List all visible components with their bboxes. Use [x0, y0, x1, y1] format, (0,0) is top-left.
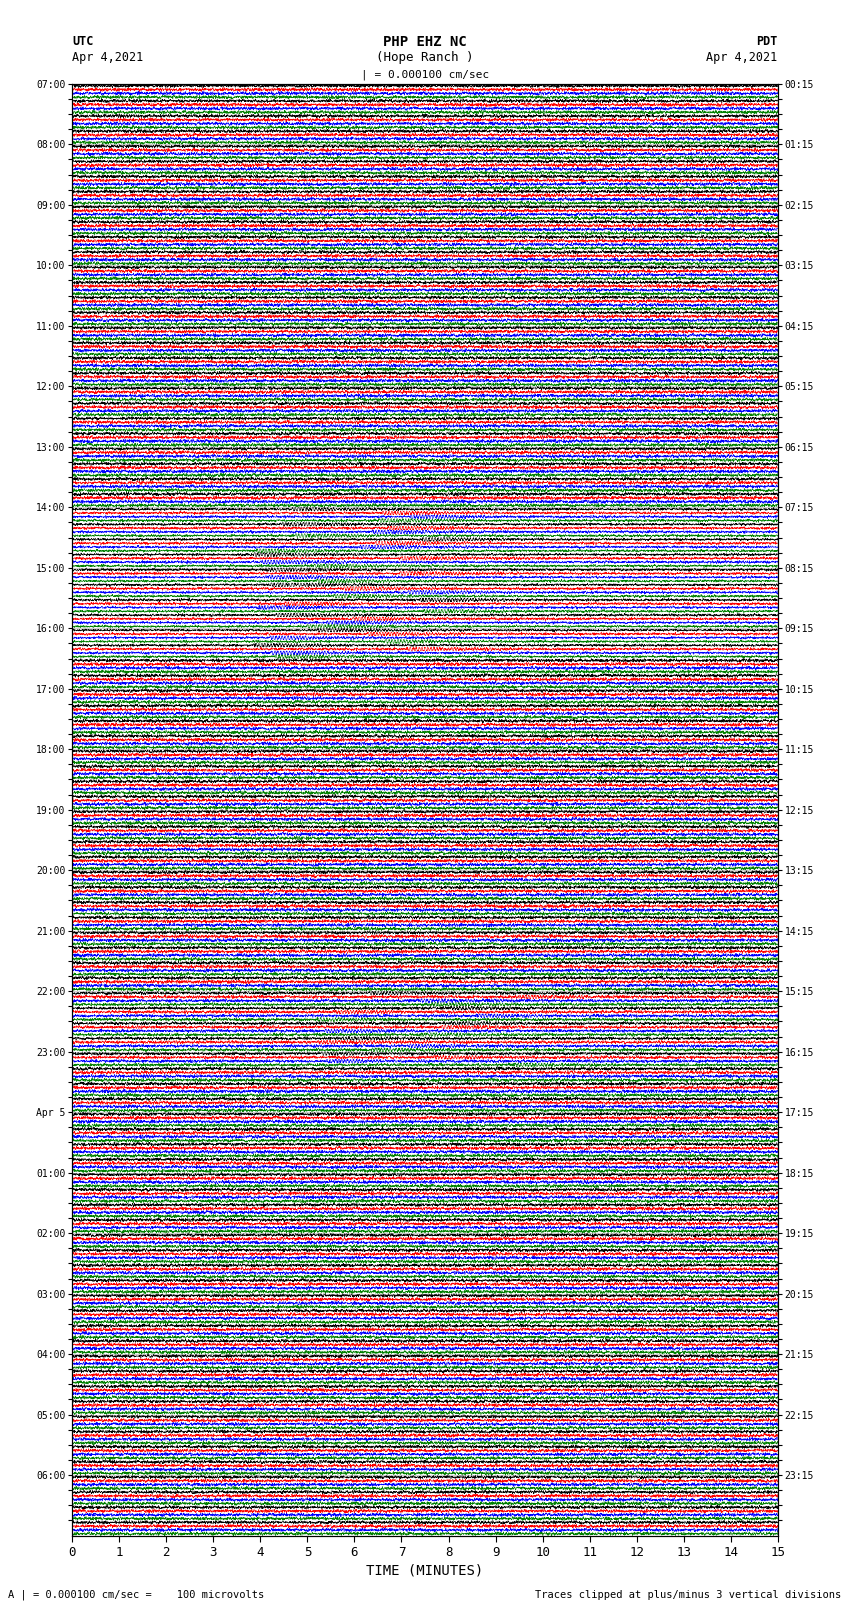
Text: Apr 4,2021: Apr 4,2021	[706, 50, 778, 65]
Text: UTC: UTC	[72, 35, 94, 48]
Text: Apr 4,2021: Apr 4,2021	[72, 50, 144, 65]
Text: PDT: PDT	[756, 35, 778, 48]
X-axis label: TIME (MINUTES): TIME (MINUTES)	[366, 1563, 484, 1578]
Text: Traces clipped at plus/minus 3 vertical divisions: Traces clipped at plus/minus 3 vertical …	[536, 1590, 842, 1600]
Text: PHP EHZ NC: PHP EHZ NC	[383, 35, 467, 48]
Text: (Hope Ranch ): (Hope Ranch )	[377, 50, 473, 65]
Text: | = 0.000100 cm/sec: | = 0.000100 cm/sec	[361, 69, 489, 81]
Text: A | = 0.000100 cm/sec =    100 microvolts: A | = 0.000100 cm/sec = 100 microvolts	[8, 1589, 264, 1600]
